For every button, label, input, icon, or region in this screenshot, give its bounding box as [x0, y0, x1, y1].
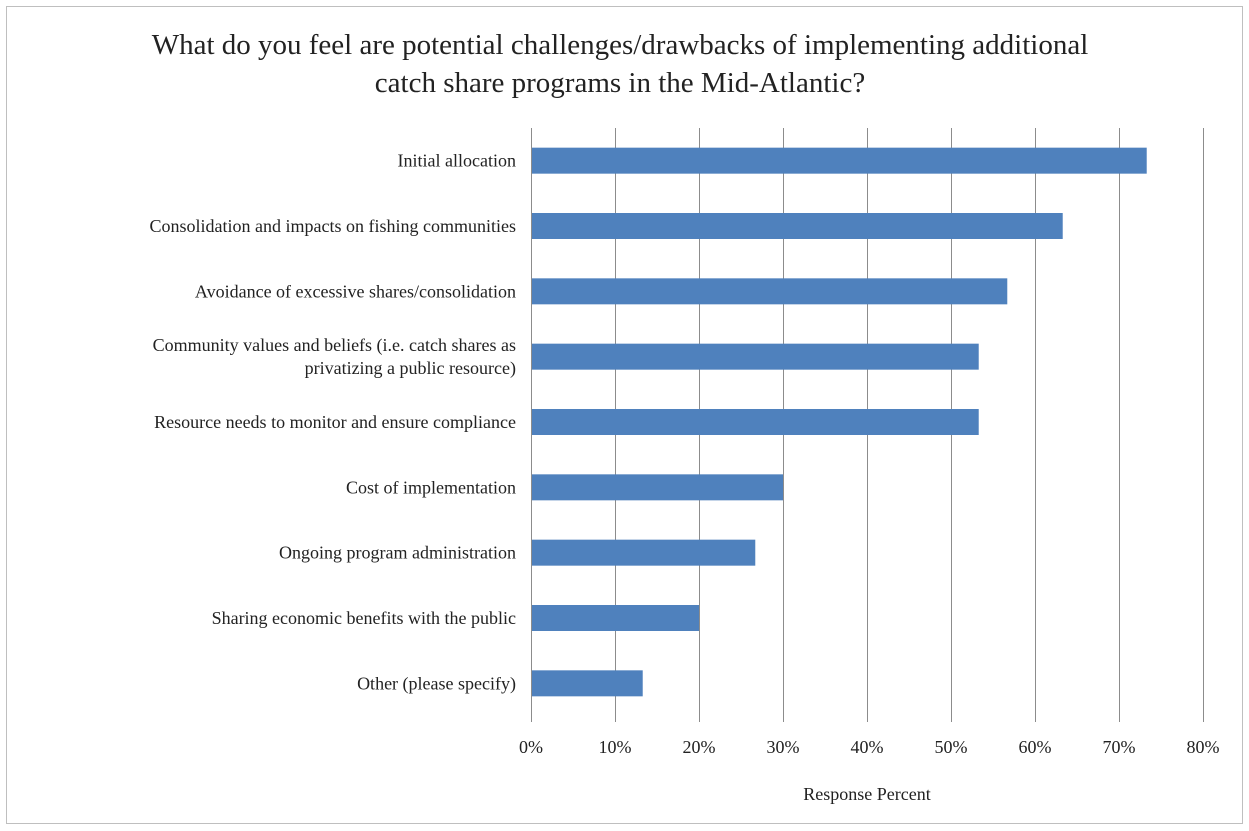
category-label: Cost of implementation — [346, 477, 516, 497]
category-label: Avoidance of excessive shares/consolidat… — [195, 281, 516, 301]
x-tick-label: 50% — [935, 737, 968, 757]
chart-title: What do you feel are potential challenge… — [151, 29, 1089, 99]
bar — [531, 278, 1008, 305]
bar — [531, 213, 1063, 239]
x-tick-label: 70% — [1103, 737, 1136, 757]
category-label: Sharing economic benefits with the publi… — [212, 608, 516, 628]
x-tick-label: 60% — [1019, 737, 1052, 757]
x-tick-label: 30% — [767, 737, 800, 757]
x-tick-label: 20% — [683, 737, 716, 757]
category-label: Ongoing program administration — [279, 543, 516, 563]
category-label: Resource needs to monitor and ensure com… — [154, 412, 516, 432]
bar — [531, 147, 1147, 174]
bar — [531, 539, 756, 566]
bar — [531, 343, 979, 370]
category-label: privatizing a public resource) — [305, 358, 516, 379]
bar — [531, 409, 979, 435]
x-tick-label: 80% — [1187, 737, 1220, 757]
bar — [531, 670, 643, 697]
category-label: Community values and beliefs (i.e. catch… — [153, 335, 516, 356]
x-tick-label: 40% — [851, 737, 884, 757]
x-axis-title: Response Percent — [803, 784, 930, 804]
category-label: Other (please specify) — [357, 673, 516, 694]
x-tick-label: 10% — [599, 737, 632, 757]
x-tick-label: 0% — [519, 737, 543, 757]
category-label: Initial allocation — [398, 151, 516, 171]
bar — [531, 605, 699, 631]
bar — [531, 474, 783, 501]
category-label: Consolidation and impacts on fishing com… — [150, 216, 516, 236]
